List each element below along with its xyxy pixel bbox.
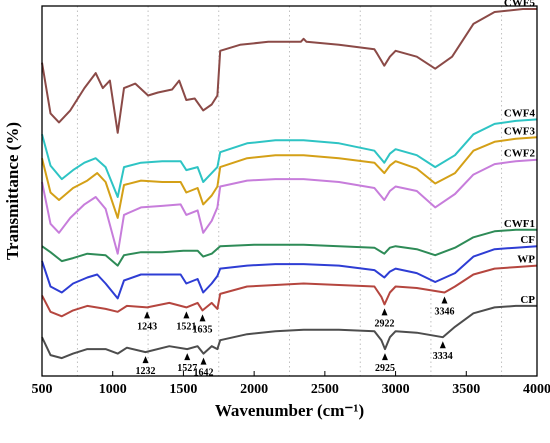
x-tick-label: 1500 <box>169 382 197 397</box>
series-line-cwf1 <box>41 228 537 267</box>
series-line-cf <box>41 245 538 300</box>
series-line-cwf4 <box>41 118 538 198</box>
annotation-arrow <box>144 311 151 319</box>
annotation-arrow <box>199 314 206 322</box>
x-tick-label: 2000 <box>240 382 268 397</box>
annotation-label: 1635 <box>193 324 213 335</box>
series-label: WP <box>517 254 535 266</box>
x-tick-label: 3000 <box>382 382 410 397</box>
annotation-label: 1232 <box>136 366 156 377</box>
series-label: CWF1 <box>504 218 535 230</box>
annotation-label: 2922 <box>375 318 395 329</box>
series-label: CP <box>520 294 535 306</box>
annotation-label: 1243 <box>137 321 157 332</box>
y-axis-title: Transmittance (%) <box>3 122 22 260</box>
x-tick-label: 2500 <box>311 382 339 397</box>
annotation-arrow <box>381 308 388 316</box>
series-label: CWF4 <box>504 107 536 119</box>
annotation-arrow <box>183 311 190 319</box>
annotation-arrow <box>142 356 149 364</box>
annotation-label: 1527 <box>177 363 197 374</box>
annotation-arrow <box>441 296 448 304</box>
annotation-label: 1521 <box>176 321 196 332</box>
series-label: CWF5 <box>504 0 536 9</box>
x-axis-title: Wavenumber (cm⁻¹) <box>215 401 364 420</box>
annotation-label: 1642 <box>194 368 214 379</box>
series-line-cwf3 <box>41 136 538 219</box>
x-tick-label: 500 <box>32 382 53 397</box>
series-label: CWF2 <box>504 148 536 160</box>
annotation-arrow <box>184 353 191 361</box>
series-line-cwf5 <box>41 8 537 134</box>
x-tick-label: 1000 <box>99 382 127 397</box>
x-tick-label: 3500 <box>452 382 480 397</box>
annotation-label: 3334 <box>433 351 453 362</box>
series-label: CF <box>520 234 535 246</box>
series-line-wp <box>41 264 538 318</box>
annotation-label: 2925 <box>375 363 395 374</box>
annotation-arrow <box>439 341 446 349</box>
annotation-label: 3346 <box>435 306 455 317</box>
annotation-arrow <box>200 357 207 365</box>
series-curves <box>41 8 538 360</box>
series-line-cp <box>41 304 537 360</box>
x-tick-label: 4000 <box>523 382 550 397</box>
series-labels: CWF5 CWF4 CWF3 CWF2 CWF1 CF WP CP <box>504 0 536 306</box>
series-line-cwf2 <box>41 158 538 255</box>
x-axis-ticks: 500 1000 1500 2000 2500 3000 3500 4000 <box>32 371 550 397</box>
plot-frame <box>41 5 538 377</box>
annotation-arrow <box>381 353 388 361</box>
series-label: CWF3 <box>504 125 536 137</box>
